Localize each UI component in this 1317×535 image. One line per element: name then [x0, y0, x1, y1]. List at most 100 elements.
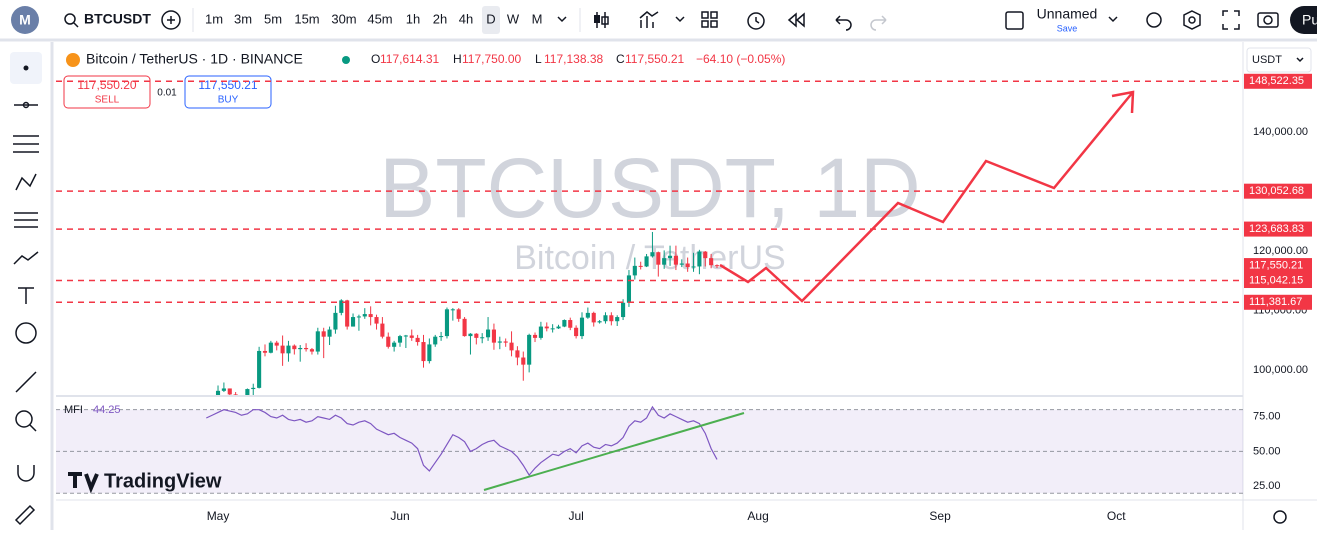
layout-name[interactable]: Unnamed [1037, 6, 1098, 22]
ohlc-value: 117,750.00 [462, 52, 521, 66]
interval[interactable]: 1m [205, 11, 223, 26]
trendline-drawing[interactable] [483, 412, 745, 491]
candle-body [327, 329, 332, 337]
candle-body [656, 252, 661, 265]
interval[interactable]: 45m [367, 11, 392, 26]
price-tag [1244, 183, 1312, 199]
ohlc-value: 117,614.31 [380, 52, 439, 66]
candle-body [650, 252, 655, 257]
candle-body [274, 342, 279, 346]
candle-body [374, 317, 379, 324]
sell-label[interactable]: SELL [95, 95, 120, 106]
candle-body [368, 314, 373, 318]
y-tick-label: 120,000.00 [1253, 245, 1308, 257]
symbol[interactable]: BTCUSDT [84, 11, 151, 27]
candle-body [474, 333, 479, 338]
candle-body [403, 335, 408, 337]
price-tag [1244, 294, 1312, 310]
currency[interactable]: USDT [1252, 54, 1282, 66]
x-tick-label: Jul [568, 509, 583, 523]
candle-body [662, 258, 667, 265]
projection-drawing[interactable] [719, 91, 1134, 303]
currency-select[interactable] [1246, 47, 1312, 73]
price-tag [1244, 73, 1312, 89]
candle-body [568, 320, 573, 328]
candle-body [574, 327, 579, 337]
sell-price[interactable]: 117,550.20 [77, 78, 136, 92]
candle-body [591, 312, 596, 323]
ohlc-value: 117,550.21 [625, 52, 684, 66]
price-tag-label: 123,683.83 [1249, 223, 1304, 235]
candle-body [685, 263, 690, 268]
y-tick-label: 100,000.00 [1253, 364, 1308, 376]
candle-body [509, 342, 514, 351]
candle-body [527, 334, 532, 365]
publish-label[interactable]: Pu [1302, 12, 1317, 28]
candle-body [521, 357, 526, 365]
candle-body [251, 387, 256, 390]
svg-text:M: M [19, 12, 31, 28]
price-tag [1244, 221, 1312, 237]
sell-button[interactable] [63, 75, 151, 109]
candle-body [532, 334, 538, 338]
candle-body [621, 302, 626, 318]
candle-body [515, 350, 520, 358]
candle-body [673, 255, 678, 265]
candle-body [350, 317, 356, 327]
interval[interactable]: M [532, 11, 543, 26]
candle-body [356, 316, 361, 318]
candle-body [615, 317, 620, 322]
ohlc-label: O [371, 52, 380, 66]
candle-body [204, 404, 208, 405]
interval[interactable]: 4h [459, 11, 473, 26]
interval[interactable]: D [486, 11, 495, 26]
candle-body [667, 255, 673, 259]
buy-label[interactable]: BUY [218, 95, 239, 106]
ohlc-label: H [453, 52, 462, 66]
candle-body [691, 266, 696, 268]
interval[interactable]: 5m [264, 11, 282, 26]
candle-body [321, 331, 326, 337]
logo[interactable] [11, 6, 39, 34]
save-button[interactable]: Save [1057, 23, 1078, 33]
publish-button[interactable] [1290, 6, 1317, 34]
candle-body [486, 329, 491, 338]
candle-body [345, 300, 350, 327]
y-tick-label: 50.00 [1253, 445, 1281, 457]
x-tick-label: Aug [747, 509, 768, 523]
interval[interactable]: 1h [406, 11, 420, 26]
candle-body [456, 309, 461, 319]
candle-body [609, 315, 614, 322]
change: −64.10 (−0.05%) [696, 52, 785, 66]
interval[interactable]: 3m [234, 11, 252, 26]
candle-body [409, 335, 414, 338]
buy-button[interactable] [184, 75, 272, 109]
symbol-title[interactable]: Bitcoin / TetherUS · 1D · BINANCE [86, 51, 303, 67]
candle-body [480, 337, 485, 339]
candle-body [298, 347, 303, 350]
candle-body [697, 251, 702, 267]
interval[interactable]: 2h [433, 11, 447, 26]
interval[interactable]: 15m [294, 11, 319, 26]
candle-body [638, 265, 643, 267]
candle-body [626, 275, 632, 303]
candle-body [239, 402, 243, 404]
candle-body [556, 326, 561, 329]
interval[interactable]: W [507, 11, 520, 26]
spread: 0.01 [157, 88, 177, 99]
candle-body [444, 309, 450, 337]
candle-body [439, 336, 444, 338]
candle-body [679, 263, 684, 265]
candle-body [709, 258, 714, 266]
candle-body [538, 326, 543, 338]
candle-body [333, 312, 338, 330]
candle-body [380, 323, 385, 337]
candle-body [703, 251, 708, 259]
candle-body [233, 394, 238, 395]
buy-price[interactable]: 117,550.21 [198, 78, 257, 92]
indicator-name: MFI [64, 404, 83, 416]
candle-body [210, 405, 214, 406]
interval[interactable]: 30m [331, 11, 356, 26]
